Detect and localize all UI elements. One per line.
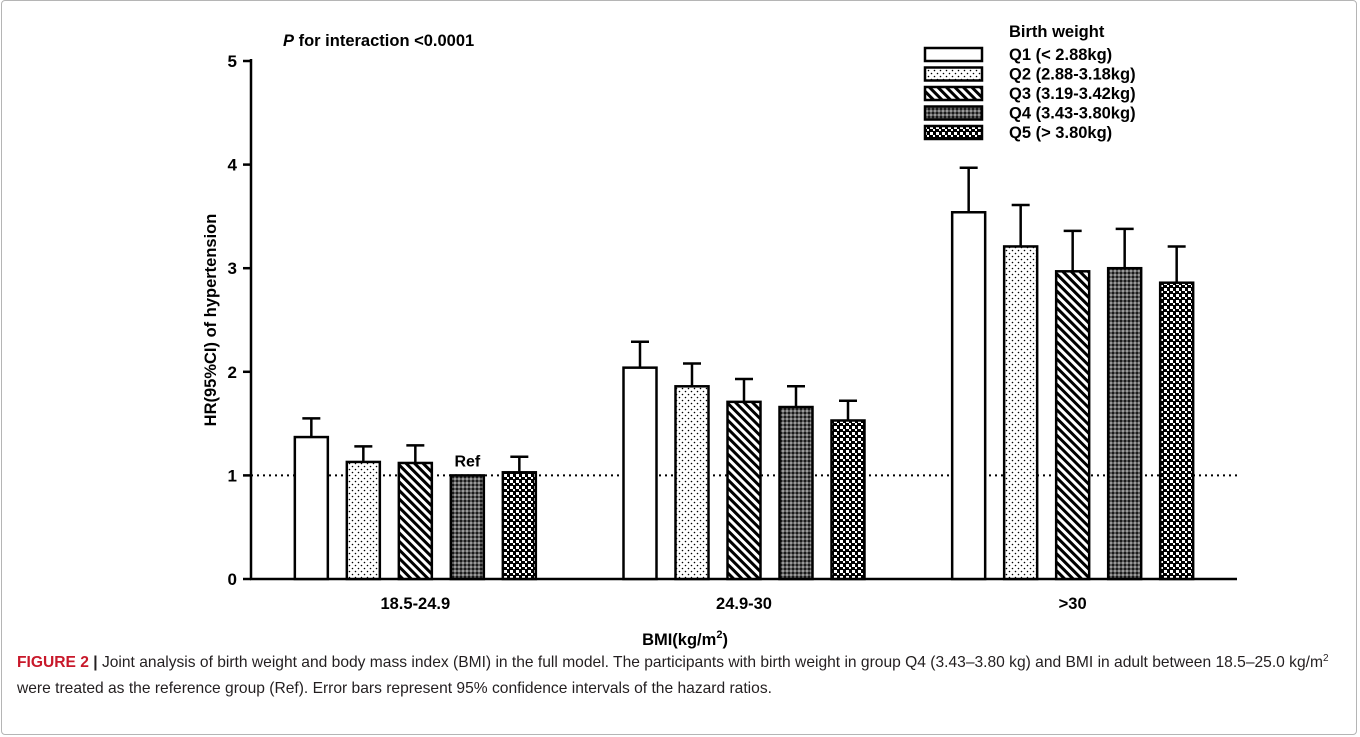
bars-group bbox=[293, 166, 1195, 581]
y-tick-label: 1 bbox=[228, 466, 237, 485]
caption-superscript: 2 bbox=[1322, 652, 1329, 664]
bar-chart: 0 1 2 3 4 5 Ref 18.5-24.9 24.9-30 >30 BMI(kg/m2) H… bbox=[202, 23, 1237, 649]
bar bbox=[830, 419, 866, 581]
caption-text-part1: Joint analysis of birth weight and body … bbox=[101, 654, 1323, 671]
y-tick-label: 4 bbox=[228, 156, 238, 175]
bar bbox=[345, 460, 382, 581]
legend-label: Q2 (2.88-3.18kg) bbox=[1009, 66, 1136, 84]
caption-text-part2: were treated as the reference group (Ref… bbox=[17, 680, 772, 697]
bar bbox=[950, 211, 987, 581]
bar bbox=[622, 366, 658, 581]
legend-label: Q4 (3.43-3.80kg) bbox=[1009, 105, 1136, 123]
labels-group: Ref 18.5-24.9 24.9-30 >30 BMI(kg/m2) HR(95%CI… bbox=[202, 32, 1087, 649]
legend-swatch bbox=[923, 85, 984, 102]
interaction-annotation: P for interaction <0.0001 bbox=[283, 32, 474, 50]
legend-swatch bbox=[923, 124, 984, 141]
y-tick-label: 3 bbox=[228, 259, 237, 278]
y-axis-label: HR(95%CI) of hypertension bbox=[202, 214, 220, 427]
bar bbox=[1054, 270, 1091, 581]
caption-label: FIGURE 2 bbox=[17, 654, 89, 671]
legend: Birth weight Q1 (< 2.88kg) Q2 (2.88-3.18kg… bbox=[923, 23, 1136, 142]
bar bbox=[1002, 245, 1039, 581]
bar bbox=[397, 461, 434, 581]
caption-separator: | bbox=[88, 654, 102, 671]
legend-swatch bbox=[923, 46, 984, 63]
bar bbox=[778, 405, 814, 581]
bar bbox=[1158, 281, 1195, 581]
y-tick-label: 5 bbox=[228, 52, 237, 71]
legend-label: Q5 (> 3.80kg) bbox=[1009, 124, 1112, 142]
x-tick-label: 18.5-24.9 bbox=[380, 595, 450, 613]
legend-swatch bbox=[923, 105, 984, 121]
bar bbox=[293, 435, 330, 581]
bar bbox=[726, 400, 762, 581]
figure-caption: FIGURE 2 | Joint analysis of birth weigh… bbox=[17, 650, 1342, 702]
y-tick-label: 2 bbox=[228, 363, 237, 382]
bar bbox=[449, 474, 486, 581]
legend-swatch bbox=[923, 66, 984, 82]
bar bbox=[674, 385, 710, 581]
legend-label: Q3 (3.19-3.42kg) bbox=[1009, 85, 1136, 103]
x-tick-label: >30 bbox=[1059, 595, 1087, 613]
legend-title: Birth weight bbox=[1009, 23, 1105, 41]
bar bbox=[1106, 266, 1143, 581]
ref-label: Ref bbox=[454, 453, 480, 470]
y-tick-label: 0 bbox=[228, 570, 237, 589]
x-axis-label: BMI(kg/m2) bbox=[642, 629, 728, 649]
x-tick-label: 24.9-30 bbox=[716, 595, 772, 613]
bar bbox=[501, 471, 538, 581]
legend-label: Q1 (< 2.88kg) bbox=[1009, 46, 1112, 64]
